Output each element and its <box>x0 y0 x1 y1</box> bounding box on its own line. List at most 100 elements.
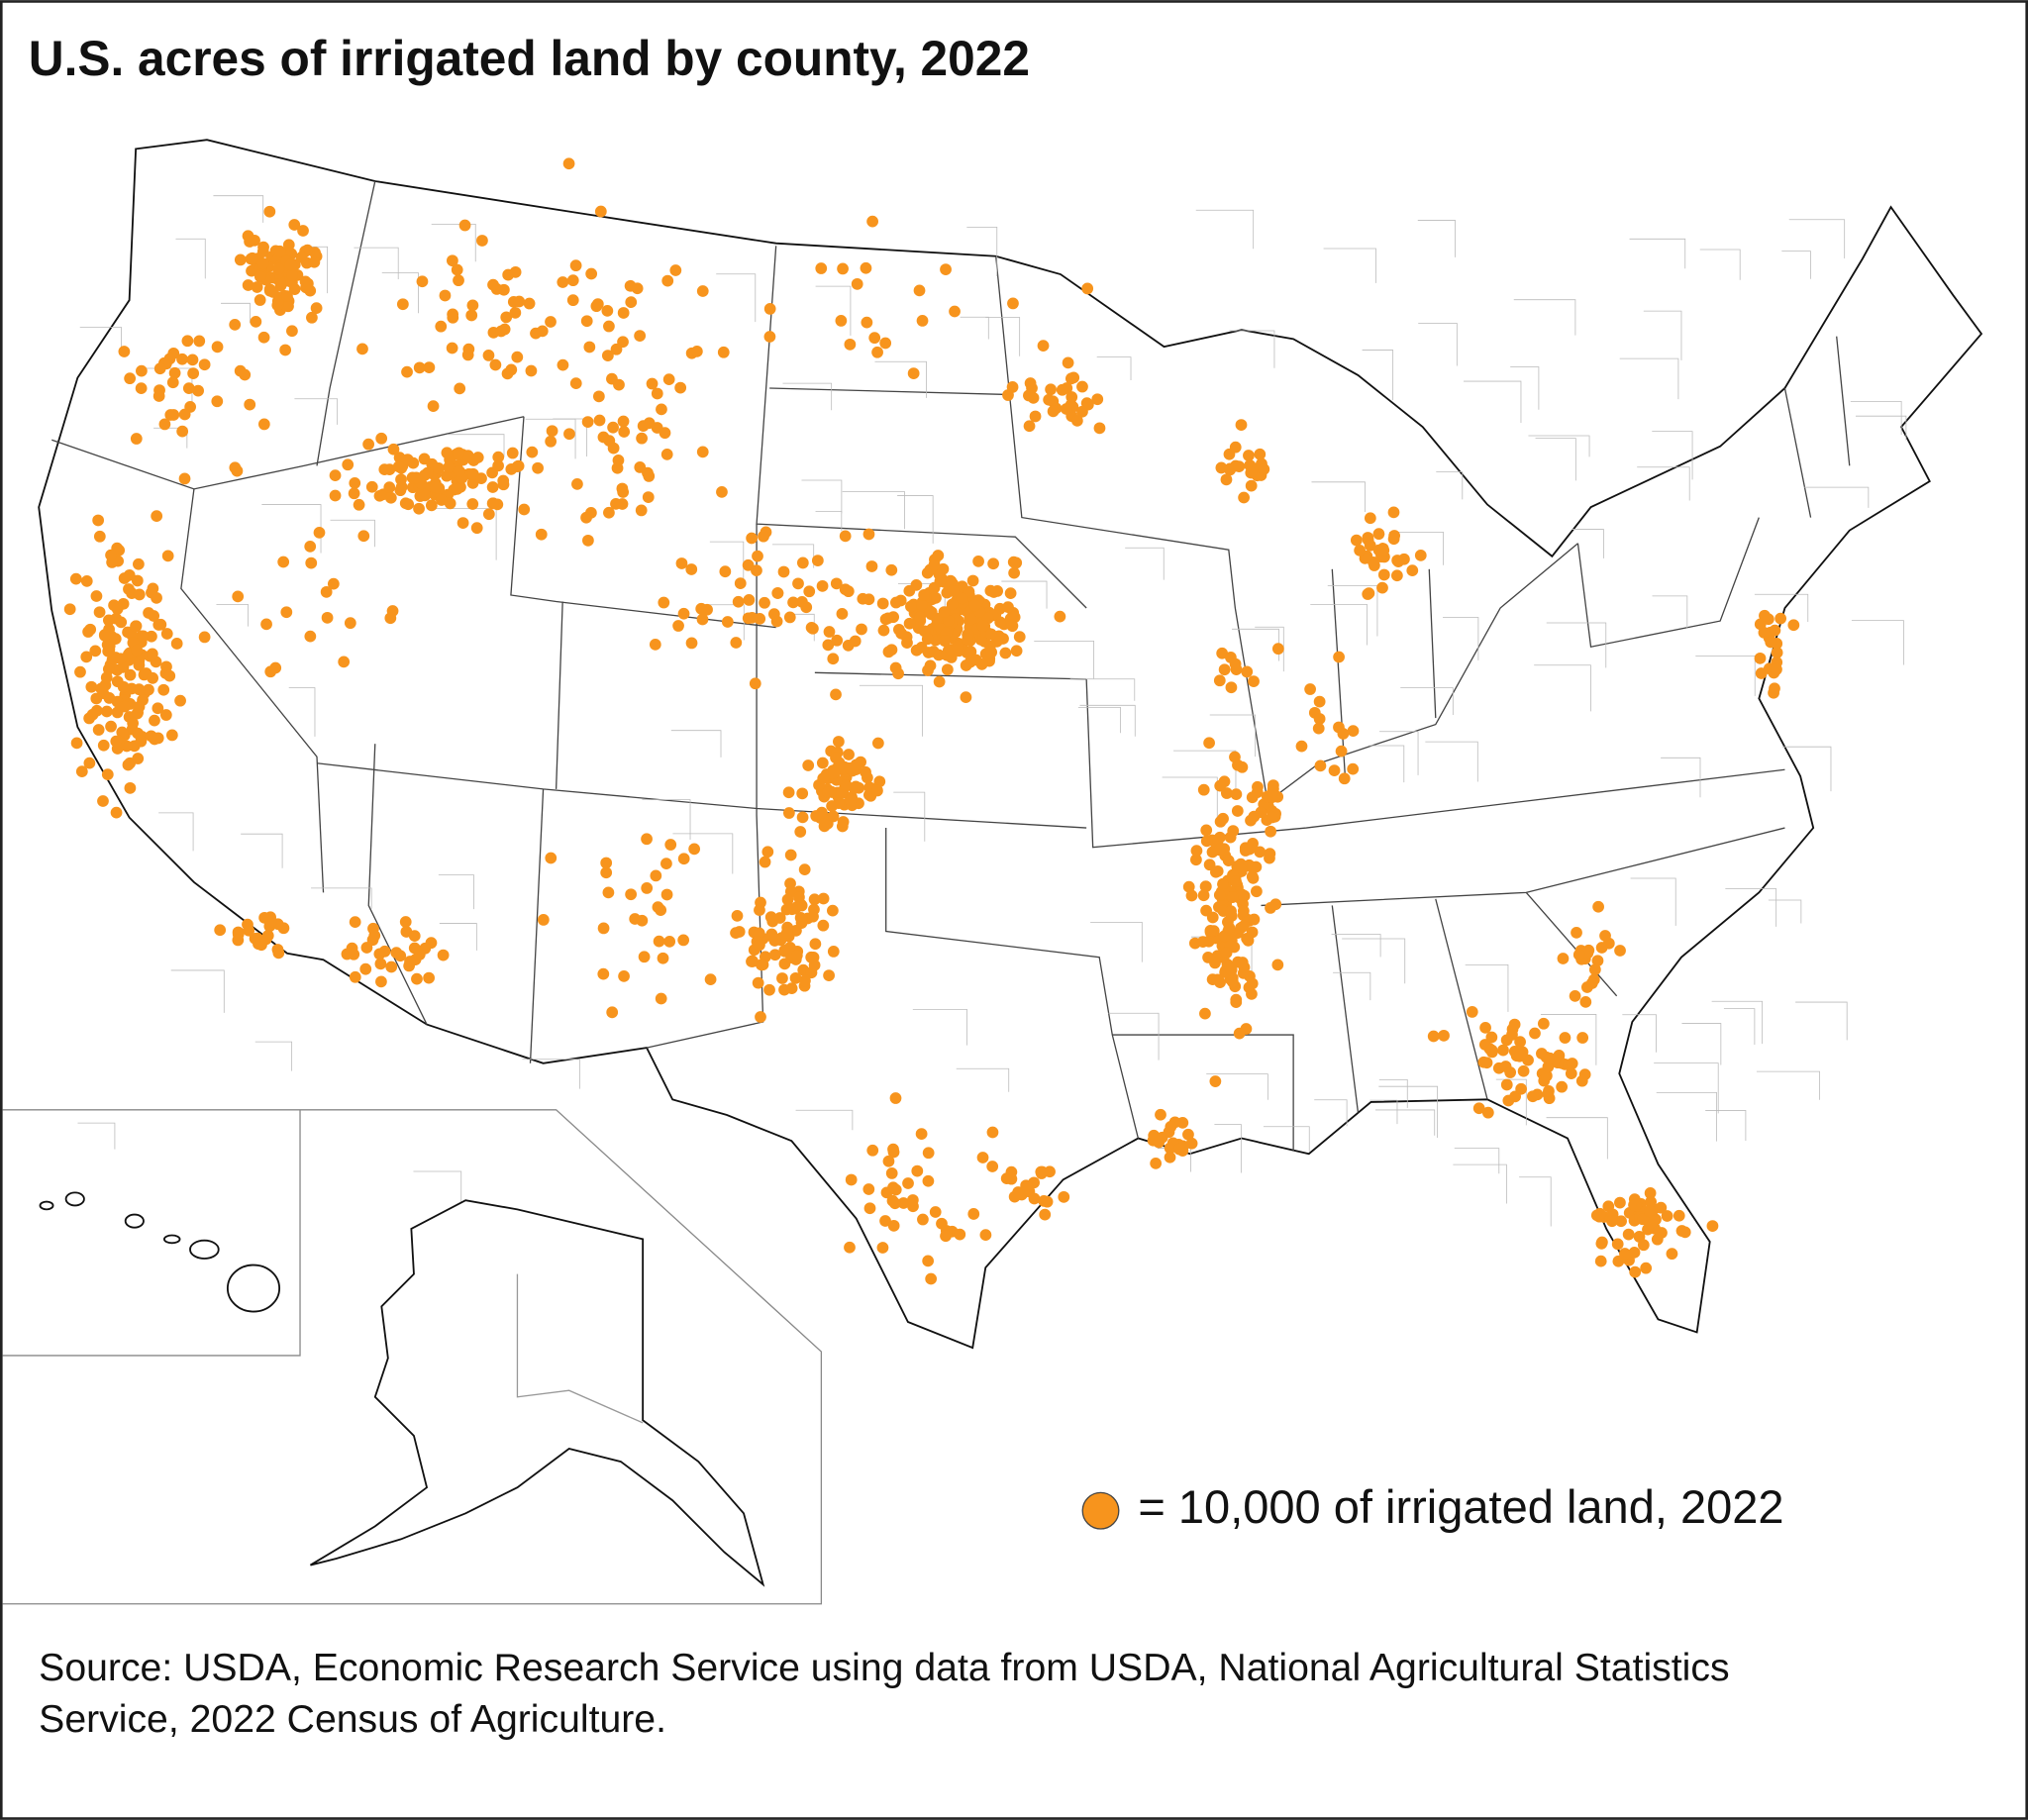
dot <box>607 421 619 434</box>
dot <box>823 969 835 981</box>
dot <box>1062 356 1074 369</box>
dot <box>1236 888 1249 901</box>
dot <box>297 225 309 237</box>
source: Source: USDA, Economic Research Service … <box>39 1646 1730 1742</box>
dot <box>401 365 413 378</box>
dot <box>651 387 663 400</box>
dot <box>1220 787 1233 799</box>
dot <box>851 277 863 290</box>
dot <box>346 942 358 955</box>
dot <box>408 942 421 955</box>
dot <box>985 628 997 641</box>
county-line <box>1622 1014 1657 1053</box>
dot <box>914 611 926 624</box>
dot <box>250 315 262 328</box>
dot <box>597 922 610 935</box>
dot <box>967 1208 980 1220</box>
dot <box>1200 835 1213 848</box>
county-line <box>1643 310 1682 360</box>
dot <box>755 1011 766 1023</box>
county-line <box>1637 466 1690 501</box>
dot <box>911 1164 924 1177</box>
dot <box>767 608 780 621</box>
dot <box>704 973 717 986</box>
dot <box>675 557 688 569</box>
dot <box>781 893 794 906</box>
dot <box>1173 1143 1185 1156</box>
dot <box>413 361 426 374</box>
county-line <box>1034 641 1094 679</box>
dot <box>1243 450 1255 461</box>
dot <box>447 254 458 267</box>
dot <box>688 843 701 856</box>
dot <box>1614 1196 1626 1209</box>
dot <box>796 556 809 569</box>
dot <box>802 759 815 771</box>
dot <box>986 1126 999 1139</box>
dot <box>743 594 756 606</box>
dot <box>1566 1058 1578 1069</box>
dot <box>1233 1027 1246 1040</box>
dot <box>1755 667 1768 679</box>
dot <box>777 565 790 578</box>
dot <box>133 700 146 713</box>
county-line <box>1311 481 1366 513</box>
dot <box>913 284 926 297</box>
dot <box>1047 405 1060 418</box>
dot <box>746 532 758 545</box>
dot <box>92 724 105 736</box>
dot <box>1216 647 1229 659</box>
dot <box>897 1197 910 1209</box>
dot <box>962 633 973 646</box>
dot <box>807 910 819 923</box>
county-line <box>413 1170 462 1213</box>
county-line <box>381 272 419 314</box>
dot <box>1022 1181 1034 1194</box>
dot <box>146 648 158 660</box>
dot <box>133 588 146 601</box>
dot <box>928 558 941 571</box>
dot <box>660 858 672 869</box>
county-line <box>1510 366 1540 410</box>
county-line <box>966 227 998 277</box>
dot <box>433 461 445 474</box>
county-line <box>1314 1099 1348 1127</box>
dot <box>879 337 892 350</box>
dot <box>1504 1066 1517 1078</box>
dot <box>763 331 776 343</box>
dot <box>1243 843 1256 856</box>
dot <box>933 675 946 688</box>
dot <box>566 294 579 307</box>
dot <box>1245 814 1257 827</box>
dot <box>1153 1136 1166 1149</box>
dot <box>1769 682 1780 695</box>
dot <box>186 354 199 366</box>
dot <box>1245 466 1258 479</box>
dot <box>636 914 649 927</box>
dot <box>176 353 188 365</box>
dot <box>103 692 116 704</box>
dot <box>1203 737 1215 750</box>
county-line <box>1425 741 1478 782</box>
dot <box>809 938 822 951</box>
dot <box>1540 1069 1553 1082</box>
dot <box>1150 1157 1163 1169</box>
dot <box>168 366 181 379</box>
dot <box>282 239 295 252</box>
dot <box>1514 1049 1527 1062</box>
dot <box>353 498 365 511</box>
dot <box>1754 652 1767 664</box>
dot <box>641 833 653 846</box>
dot <box>308 255 321 268</box>
dot <box>597 967 610 980</box>
dot <box>634 461 647 473</box>
dot <box>1226 891 1239 903</box>
dot <box>1537 1017 1550 1030</box>
dot <box>1217 877 1229 890</box>
dot <box>915 1128 928 1140</box>
dot <box>1155 1108 1166 1121</box>
dot <box>257 331 270 344</box>
dot <box>489 358 502 371</box>
dot <box>617 336 629 349</box>
dot <box>234 253 247 266</box>
